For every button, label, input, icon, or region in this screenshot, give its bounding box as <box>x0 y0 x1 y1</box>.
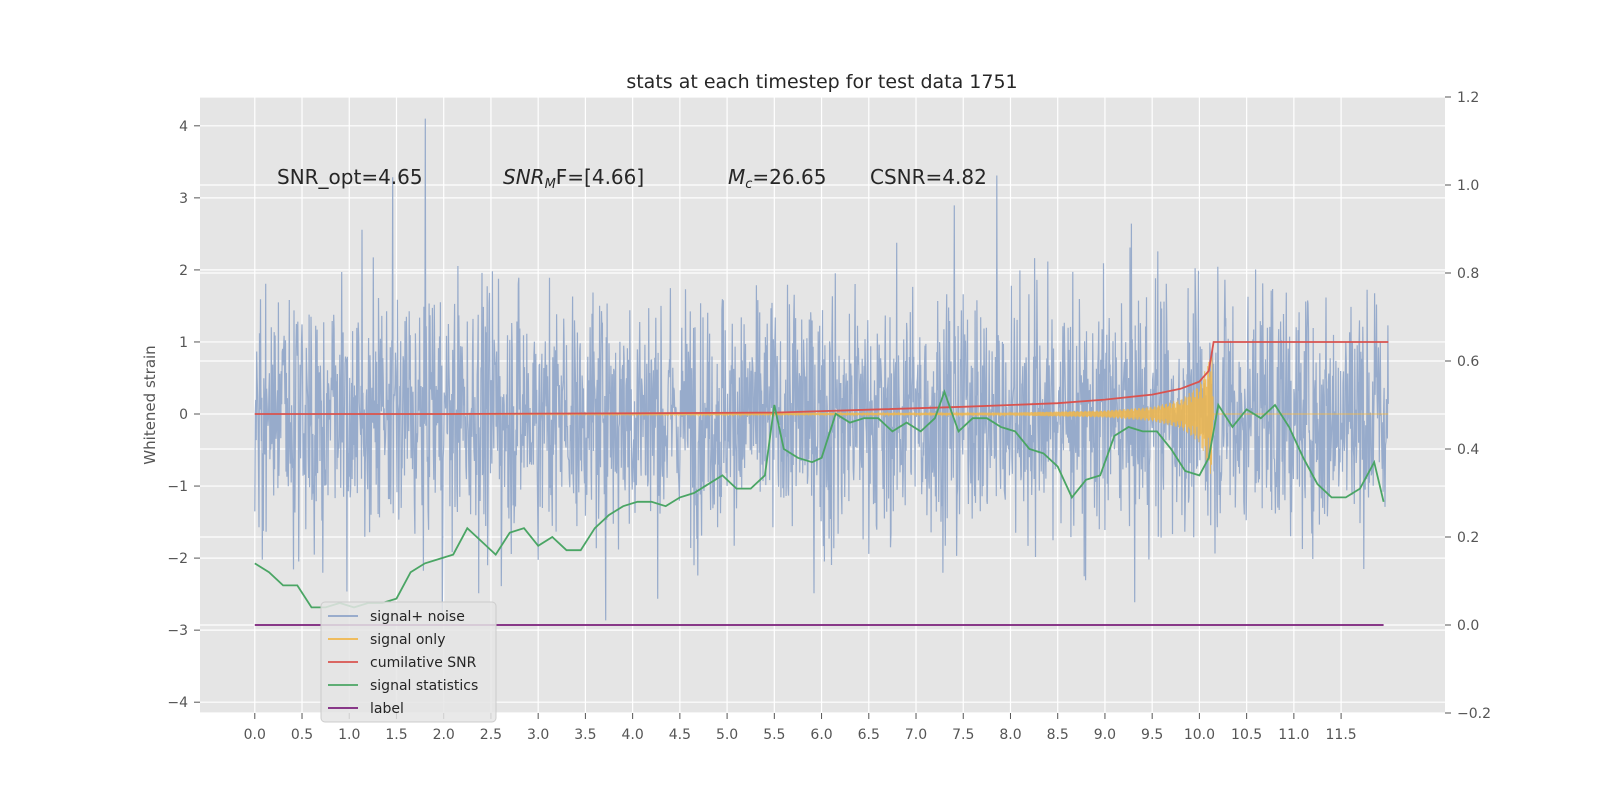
x-tick-label: 7.0 <box>905 727 927 743</box>
y-axis-label: Whitened strain <box>141 345 159 464</box>
legend-box <box>320 601 497 723</box>
x-tick-label: 3.5 <box>574 727 596 743</box>
legend-label-signal-plus-noise: signal+ noise <box>370 609 465 625</box>
x-tick-label: 10.5 <box>1231 727 1262 743</box>
x-tick-label: 11.5 <box>1326 727 1357 743</box>
y2-tick-label: −0.2 <box>1457 706 1491 722</box>
y2-tick-label: 0.4 <box>1457 442 1479 458</box>
legend-label-label: label <box>370 701 404 717</box>
y-axis-ticks: 4 3 2 1 0 −1 −2 −3 −4 <box>167 119 200 711</box>
y2-tick-label: 1.2 <box>1457 90 1479 106</box>
x-tick-label: 2.0 <box>433 727 455 743</box>
x-tick-label: 0.0 <box>244 727 266 743</box>
chart-title: stats at each timestep for test data 175… <box>626 71 1017 93</box>
legend-label-cumilative-snr: cumilative SNR <box>370 655 477 671</box>
y-tick-label: 3 <box>179 191 188 207</box>
annotation-snr-mf: SNRMF=[4.66] <box>503 165 644 192</box>
x-axis-ticks: 0.0 0.5 1.0 1.5 2.0 2.5 3.0 3.5 4.0 4.5 5.0 5.5 6.0 6… <box>244 713 1357 743</box>
legend: signal+ noise signal only cumilative SNR… <box>320 601 497 723</box>
x-tick-label: 1.5 <box>385 727 407 743</box>
x-tick-label: 10.0 <box>1184 727 1215 743</box>
x-tick-label: 8.0 <box>999 727 1021 743</box>
x-tick-label: 1.0 <box>338 727 360 743</box>
x-tick-label: 3.0 <box>527 727 549 743</box>
x-tick-label: 4.0 <box>621 727 643 743</box>
y-tick-label: 0 <box>179 407 188 423</box>
y-tick-label: 1 <box>179 335 188 351</box>
series-cumilative-snr-line <box>254 341 1389 415</box>
legend-label-signal-statistics: signal statistics <box>370 678 478 694</box>
y2-tick-label: 1.0 <box>1457 178 1479 194</box>
x-tick-label: 2.5 <box>480 727 502 743</box>
y2-tick-label: 0.0 <box>1457 618 1479 634</box>
x-tick-label: 7.5 <box>952 727 974 743</box>
y2-tick-label: 0.6 <box>1457 354 1479 370</box>
y-tick-label: −3 <box>167 623 188 639</box>
series-signal-statistics-line <box>254 389 1385 609</box>
annotation-mc: Mc=26.65 <box>728 165 826 192</box>
y2-tick-label: 0.2 <box>1457 530 1479 546</box>
x-tick-label: 4.5 <box>669 727 691 743</box>
x-tick-label: 6.0 <box>810 727 832 743</box>
y2-axis-ticks: 1.2 1.0 0.8 0.6 0.4 0.2 0.0 −0.2 <box>1445 90 1491 722</box>
y-tick-label: −1 <box>167 479 188 495</box>
legend-label-signal-only: signal only <box>370 632 445 648</box>
x-tick-label: 5.0 <box>716 727 738 743</box>
annotation-snr-opt: SNR_opt=4.65 <box>277 165 423 189</box>
x-tick-label: 0.5 <box>291 727 313 743</box>
x-tick-label: 8.5 <box>1047 727 1069 743</box>
annotation-csnr: CSNR=4.82 <box>870 165 987 189</box>
x-tick-label: 11.0 <box>1278 727 1309 743</box>
y-tick-label: 4 <box>179 119 188 135</box>
x-tick-label: 5.5 <box>763 727 785 743</box>
x-tick-label: 9.0 <box>1094 727 1116 743</box>
y2-tick-label: 0.8 <box>1457 266 1479 282</box>
y-tick-label: 2 <box>179 263 188 279</box>
x-tick-label: 6.5 <box>858 727 880 743</box>
y-tick-label: −2 <box>167 551 188 567</box>
x-tick-label: 9.5 <box>1141 727 1163 743</box>
y-tick-label: −4 <box>167 695 188 711</box>
